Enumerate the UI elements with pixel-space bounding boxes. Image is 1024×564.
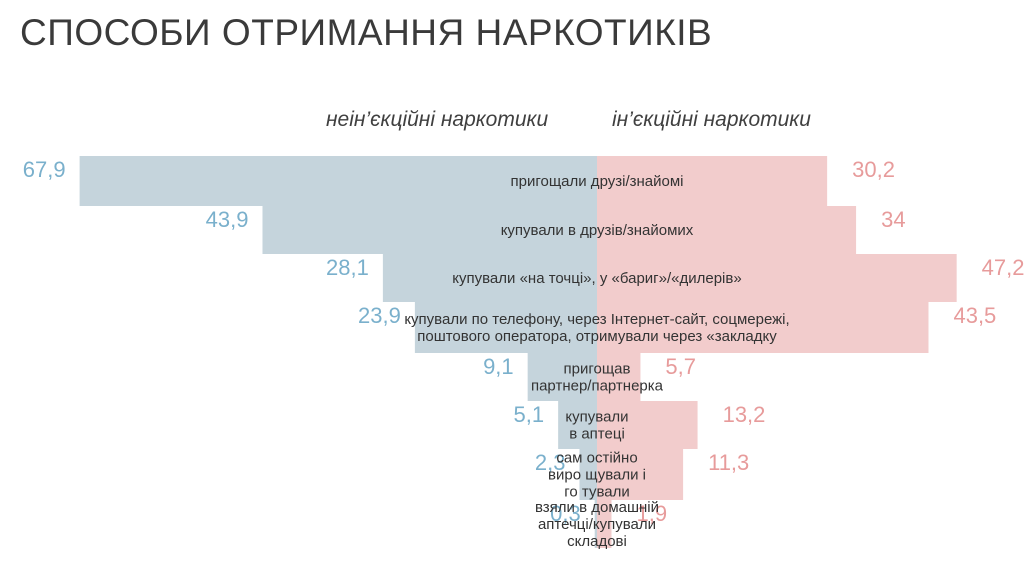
bar-right-7 xyxy=(597,500,612,548)
series-header-non-injection: неін’єкційні наркотики xyxy=(326,108,549,131)
category-label-7-1: аптечці/купували xyxy=(538,516,656,533)
value-label-right-7: 1,9 xyxy=(636,501,667,526)
bar-left-6 xyxy=(579,449,597,500)
value-label-right-2: 47,2 xyxy=(982,255,1024,280)
category-label-0-0: пригощали друзі/знайомі xyxy=(511,173,684,190)
bar-left-0 xyxy=(79,156,598,206)
category-label-5-0: купували xyxy=(565,409,628,426)
value-label-left-0: 67,9 xyxy=(23,157,66,182)
category-label-4-1: партнер/партнерка xyxy=(531,378,664,395)
value-label-right-6: 11,3 xyxy=(708,450,749,475)
bar-right-0 xyxy=(597,156,828,206)
bar-left-7 xyxy=(594,500,597,548)
category-label-3-0: купували по телефону, через Інтернет-сай… xyxy=(404,311,789,328)
bar-right-1 xyxy=(597,206,857,254)
category-label-7-2: складові xyxy=(567,533,627,550)
value-label-right-3: 43,5 xyxy=(953,303,996,328)
series-header-injection: ін’єкційні наркотики xyxy=(612,108,811,131)
category-label-2-0: купували «на точці», у «бариг»/«дилерів» xyxy=(452,270,741,287)
page-title: СПОСОБИ ОТРИМАННЯ НАРКОТИКІВ xyxy=(20,12,713,53)
bar-right-5 xyxy=(597,401,698,449)
value-label-right-5: 13,2 xyxy=(723,402,766,427)
bar-left-3 xyxy=(414,302,597,353)
value-label-left-6: 2,3 xyxy=(535,450,566,475)
category-label-3-1: поштового оператора, отримували через «з… xyxy=(417,328,777,345)
category-label-6-0: сам остійно xyxy=(556,450,637,467)
bar-right-6 xyxy=(597,449,684,500)
value-label-left-4: 9,1 xyxy=(483,354,514,379)
bar-right-2 xyxy=(597,254,957,302)
value-label-left-2: 28,1 xyxy=(326,255,369,280)
category-label-6-1: виро щували і xyxy=(548,467,646,484)
bar-right-3 xyxy=(597,302,929,353)
value-label-left-5: 5,1 xyxy=(514,402,545,427)
category-label-1-0: купували в друзів/знайомих xyxy=(501,222,694,239)
category-label-7-0: взяли в домашній xyxy=(535,499,659,516)
category-label-6-2: го тували xyxy=(564,484,629,501)
value-label-left-3: 23,9 xyxy=(358,303,401,328)
bar-right-4 xyxy=(597,353,641,401)
value-label-left-7: 0,3 xyxy=(550,501,581,526)
bar-left-4 xyxy=(527,353,597,401)
bar-left-5 xyxy=(558,401,597,449)
value-label-right-4: 5,7 xyxy=(665,354,696,379)
value-label-left-1: 43,9 xyxy=(206,207,249,232)
value-label-right-1: 34 xyxy=(881,207,905,232)
bar-left-1 xyxy=(262,206,597,254)
category-label-5-1: в аптеці xyxy=(569,426,625,443)
bar-left-2 xyxy=(382,254,597,302)
value-label-right-0: 30,2 xyxy=(852,157,895,182)
category-label-4-0: пригощав xyxy=(564,361,631,378)
